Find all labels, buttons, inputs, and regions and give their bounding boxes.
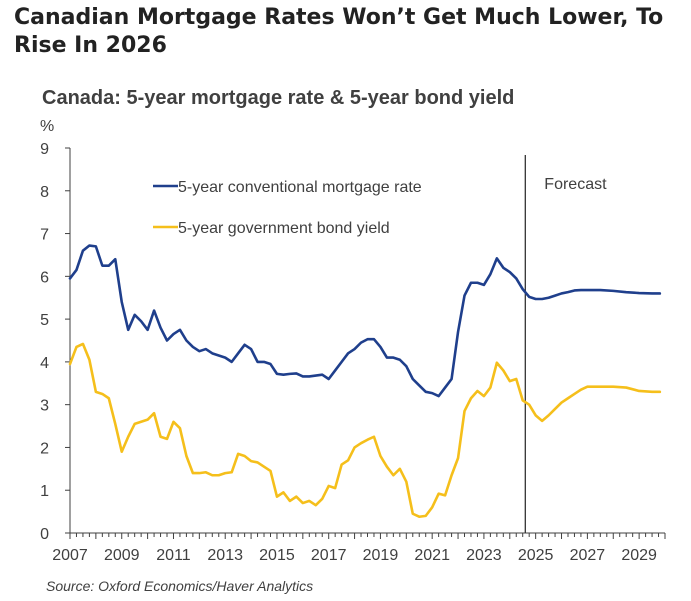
- x-tick-label: 2009: [104, 547, 140, 564]
- x-tick-label: 2007: [52, 547, 88, 564]
- y-tick-label: 0: [40, 526, 49, 543]
- y-axis-label: %: [40, 118, 54, 135]
- chart-title: Canada: 5-year mortgage rate & 5-year bo…: [42, 87, 515, 109]
- y-tick-label: 3: [40, 398, 49, 415]
- y-tick-label: 5: [40, 312, 49, 329]
- y-tick-label: 2: [40, 440, 49, 457]
- x-tick-label: 2025: [518, 547, 554, 564]
- x-tick-label: 2021: [414, 547, 450, 564]
- y-tick-label: 9: [40, 141, 49, 158]
- y-tick-label: 8: [40, 184, 49, 201]
- forecast-label: Forecast: [544, 176, 607, 193]
- series-line-0: [68, 244, 662, 398]
- y-tick-label: 7: [40, 227, 49, 244]
- x-tick-label: 2013: [207, 547, 243, 564]
- y-tick-label: 1: [40, 483, 49, 500]
- x-tick-label: 2017: [311, 547, 347, 564]
- x-tick-label: 2029: [621, 547, 657, 564]
- series-line-1: [68, 342, 662, 519]
- y-tick-label: 4: [40, 355, 49, 372]
- y-tick-label: 6: [40, 269, 49, 286]
- x-tick-label: 2011: [156, 547, 191, 564]
- x-tick-label: 2027: [570, 547, 606, 564]
- legend-label-0: 5-year conventional mortgage rate: [178, 179, 422, 196]
- source-note: Source: Oxford Economics/Haver Analytics: [46, 578, 314, 594]
- x-tick-label: 2019: [363, 547, 399, 564]
- legend-label-1: 5-year government bond yield: [178, 220, 390, 237]
- headline: Canadian Mortgage Rates Won’t Get Much L…: [14, 5, 664, 58]
- x-tick-label: 2023: [466, 547, 502, 564]
- x-tick-label: 2015: [259, 547, 295, 564]
